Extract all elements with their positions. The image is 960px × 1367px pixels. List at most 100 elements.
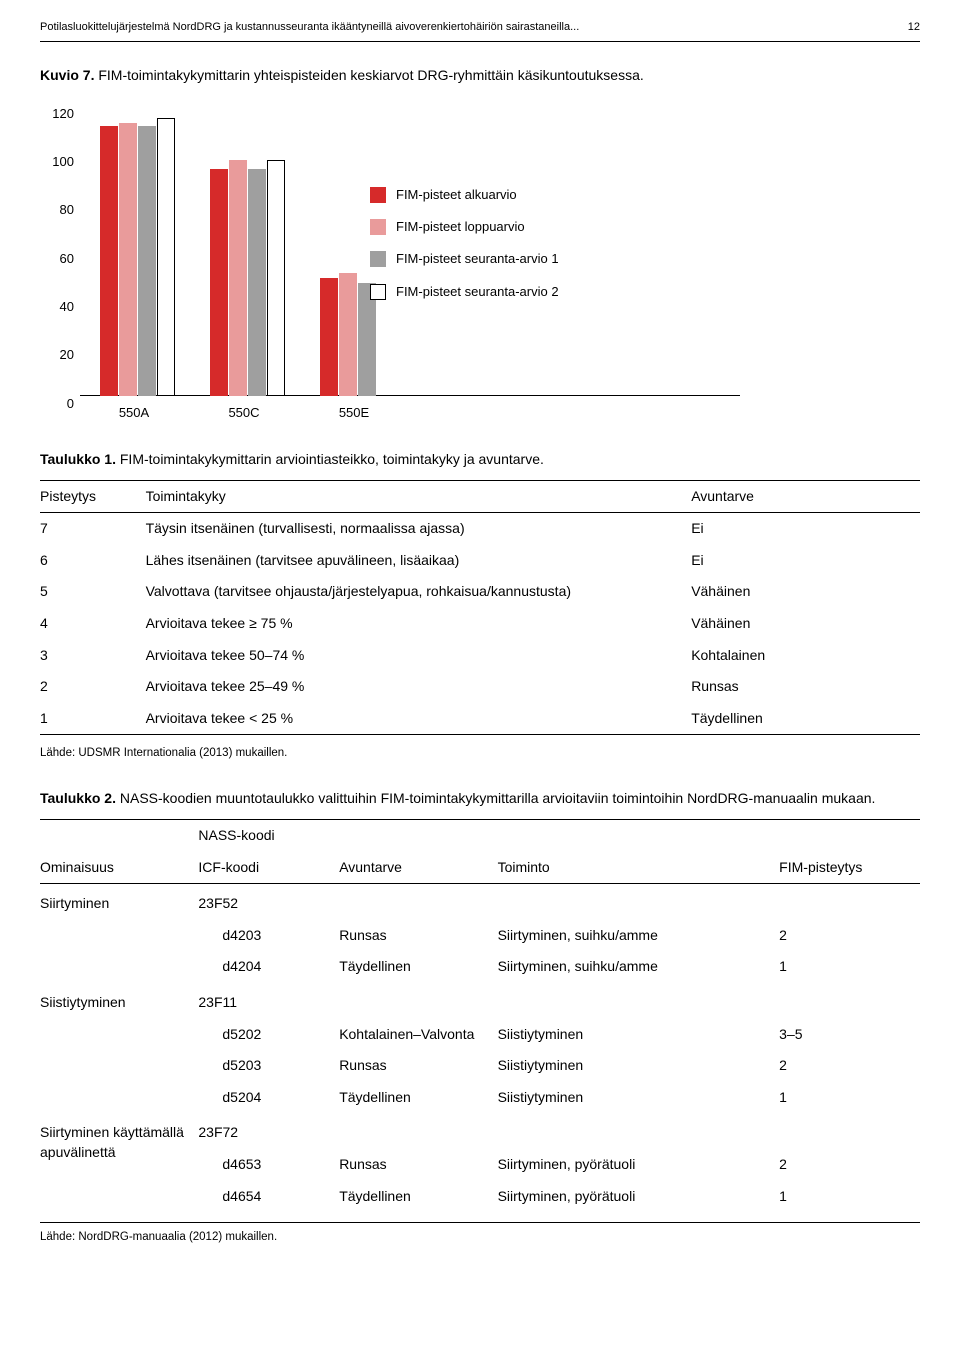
table-row: Siistiytyminen23F11 — [40, 983, 920, 1019]
legend-swatch — [370, 187, 386, 203]
table-cell-fim: 3–5 — [779, 1019, 920, 1051]
bar — [320, 278, 338, 396]
table-cell-avuntarve: Runsas — [339, 1149, 497, 1181]
x-tick-label: 550E — [314, 404, 394, 422]
table-row: 6Lähes itsenäinen (tarvitsee apuvälineen… — [40, 545, 920, 577]
table-cell: Kohtalainen — [691, 640, 920, 672]
table-cell: Lähes itsenäinen (tarvitsee apuvälineen,… — [146, 545, 692, 577]
bar — [267, 160, 285, 396]
running-title-text: Potilasluokittelujärjestelmä NordDRG ja … — [40, 20, 579, 35]
table-cell: 6 — [40, 545, 146, 577]
table2-source: Lähde: NordDRG-manuaalia (2012) mukaille… — [40, 1222, 920, 1245]
table-row: 5Valvottava (tarvitsee ohjausta/järjeste… — [40, 576, 920, 608]
y-tick: 60 — [60, 250, 74, 268]
table-cell-toiminto: Siistiytyminen — [498, 1050, 780, 1082]
table-cell: Vähäinen — [691, 576, 920, 608]
table1: Pisteytys Toimintakyky Avuntarve 7Täysin… — [40, 480, 920, 736]
table-row: 4Arvioitava tekee ≥ 75 %Vähäinen — [40, 608, 920, 640]
page-number: 12 — [908, 20, 920, 35]
table-cell: Arvioitava tekee < 25 % — [146, 703, 692, 735]
table-cell-avuntarve: Runsas — [339, 920, 497, 952]
y-tick: 80 — [60, 202, 74, 220]
table-cell-toiminto: Siirtyminen, suihku/amme — [498, 920, 780, 952]
legend-item: FIM-pisteet seuranta-arvio 1 — [370, 250, 559, 268]
table2-col-toiminto: Toiminto — [498, 852, 780, 884]
table-cell-nass: 23F72 — [198, 1113, 339, 1149]
running-header: Potilasluokittelujärjestelmä NordDRG ja … — [40, 20, 920, 42]
y-tick: 40 — [60, 298, 74, 316]
x-tick-label: 550A — [94, 404, 174, 422]
table2: NASS-koodi Ominaisuus ICF-koodi Avuntarv… — [40, 819, 920, 1212]
bar-group — [100, 106, 176, 396]
table2-col-avuntarve: Avuntarve — [339, 852, 497, 884]
y-tick: 20 — [60, 347, 74, 365]
legend-label: FIM-pisteet alkuarvio — [396, 186, 517, 204]
table-cell: Ei — [691, 513, 920, 545]
table2-caption-text: NASS-koodien muuntotaulukko valittuihin … — [120, 790, 876, 806]
table1-col-avuntarve: Avuntarve — [691, 480, 920, 513]
table-cell-avuntarve: Täydellinen — [339, 951, 497, 983]
legend-swatch — [370, 251, 386, 267]
table-cell: Täydellinen — [691, 703, 920, 735]
bar — [229, 160, 247, 396]
table-cell-avuntarve: Runsas — [339, 1050, 497, 1082]
table-row: 7Täysin itsenäinen (turvallisesti, norma… — [40, 513, 920, 545]
bar — [100, 126, 118, 396]
table-cell-icf: d4204 — [198, 951, 339, 983]
table-cell-fim: 1 — [779, 1082, 920, 1114]
y-tick: 100 — [52, 153, 74, 171]
table2-caption: Taulukko 2. NASS-koodien muuntotaulukko … — [40, 789, 920, 809]
table-row: 2Arvioitava tekee 25–49 %Runsas — [40, 671, 920, 703]
table1-col-toimintakyky: Toimintakyky — [146, 480, 692, 513]
table-cell-toiminto: Siistiytyminen — [498, 1082, 780, 1114]
table-row: 3Arvioitava tekee 50–74 %Kohtalainen — [40, 640, 920, 672]
table-cell: Runsas — [691, 671, 920, 703]
table-cell: Vähäinen — [691, 608, 920, 640]
chart-legend: FIM-pisteet alkuarvio FIM-pisteet loppuar… — [370, 186, 559, 315]
table-cell: Ei — [691, 545, 920, 577]
figure7-label: Kuvio 7. — [40, 67, 94, 83]
bar — [119, 123, 137, 396]
table1-label: Taulukko 1. — [40, 451, 116, 467]
legend-swatch — [370, 284, 386, 300]
x-tick-label: 550C — [204, 404, 284, 422]
table-cell-toiminto: Siistiytyminen — [498, 1019, 780, 1051]
figure7-caption: Kuvio 7. FIM-toimintakykymittarin yhteis… — [40, 66, 920, 86]
bar — [339, 273, 357, 396]
figure7-chart: 020406080100120 550A550C550E FIM-pisteet… — [40, 106, 740, 426]
legend-item: FIM-pisteet alkuarvio — [370, 186, 559, 204]
table2-col-fim: FIM-pisteytys — [779, 852, 920, 884]
table-cell-fim: 1 — [779, 1181, 920, 1213]
bar — [138, 126, 156, 396]
bar-group — [320, 106, 377, 396]
table-cell-ominaisuus: Siirtyminen — [40, 884, 198, 983]
legend-item: FIM-pisteet loppuarvio — [370, 218, 559, 236]
table-cell: Arvioitava tekee 25–49 % — [146, 671, 692, 703]
table-cell-icf: d5204 — [198, 1082, 339, 1114]
table-cell: Täysin itsenäinen (turvallisesti, normaa… — [146, 513, 692, 545]
legend-label: FIM-pisteet loppuarvio — [396, 218, 525, 236]
table1-caption-text: FIM-toimintakykymittarin arviointiasteik… — [120, 451, 544, 467]
bar — [248, 169, 266, 396]
table-cell: 1 — [40, 703, 146, 735]
table-cell-avuntarve: Kohtalainen–Valvonta — [339, 1019, 497, 1051]
table2-col-icf: ICF-koodi — [198, 852, 339, 884]
figure7-caption-text: FIM-toimintakykymittarin yhteispisteiden… — [98, 67, 643, 83]
table-cell-avuntarve: Täydellinen — [339, 1181, 497, 1213]
table2-label: Taulukko 2. — [40, 790, 116, 806]
y-axis: 020406080100120 — [40, 106, 80, 396]
table-cell-icf: d4653 — [198, 1149, 339, 1181]
bar-group — [210, 106, 286, 396]
table-cell-fim: 2 — [779, 1050, 920, 1082]
y-tick: 0 — [67, 395, 74, 413]
table2-col-ominaisuus: Ominaisuus — [40, 852, 198, 884]
table-cell-icf: d4654 — [198, 1181, 339, 1213]
table-cell-toiminto: Siirtyminen, pyörätuoli — [498, 1181, 780, 1213]
legend-swatch — [370, 219, 386, 235]
table-cell-toiminto: Siirtyminen, pyörätuoli — [498, 1149, 780, 1181]
table-cell-icf: d5202 — [198, 1019, 339, 1051]
table-cell: 4 — [40, 608, 146, 640]
table-row: 1Arvioitava tekee < 25 %Täydellinen — [40, 703, 920, 735]
table-cell-avuntarve: Täydellinen — [339, 1082, 497, 1114]
table1-source: Lähde: UDSMR Internationalia (2013) muka… — [40, 745, 920, 761]
